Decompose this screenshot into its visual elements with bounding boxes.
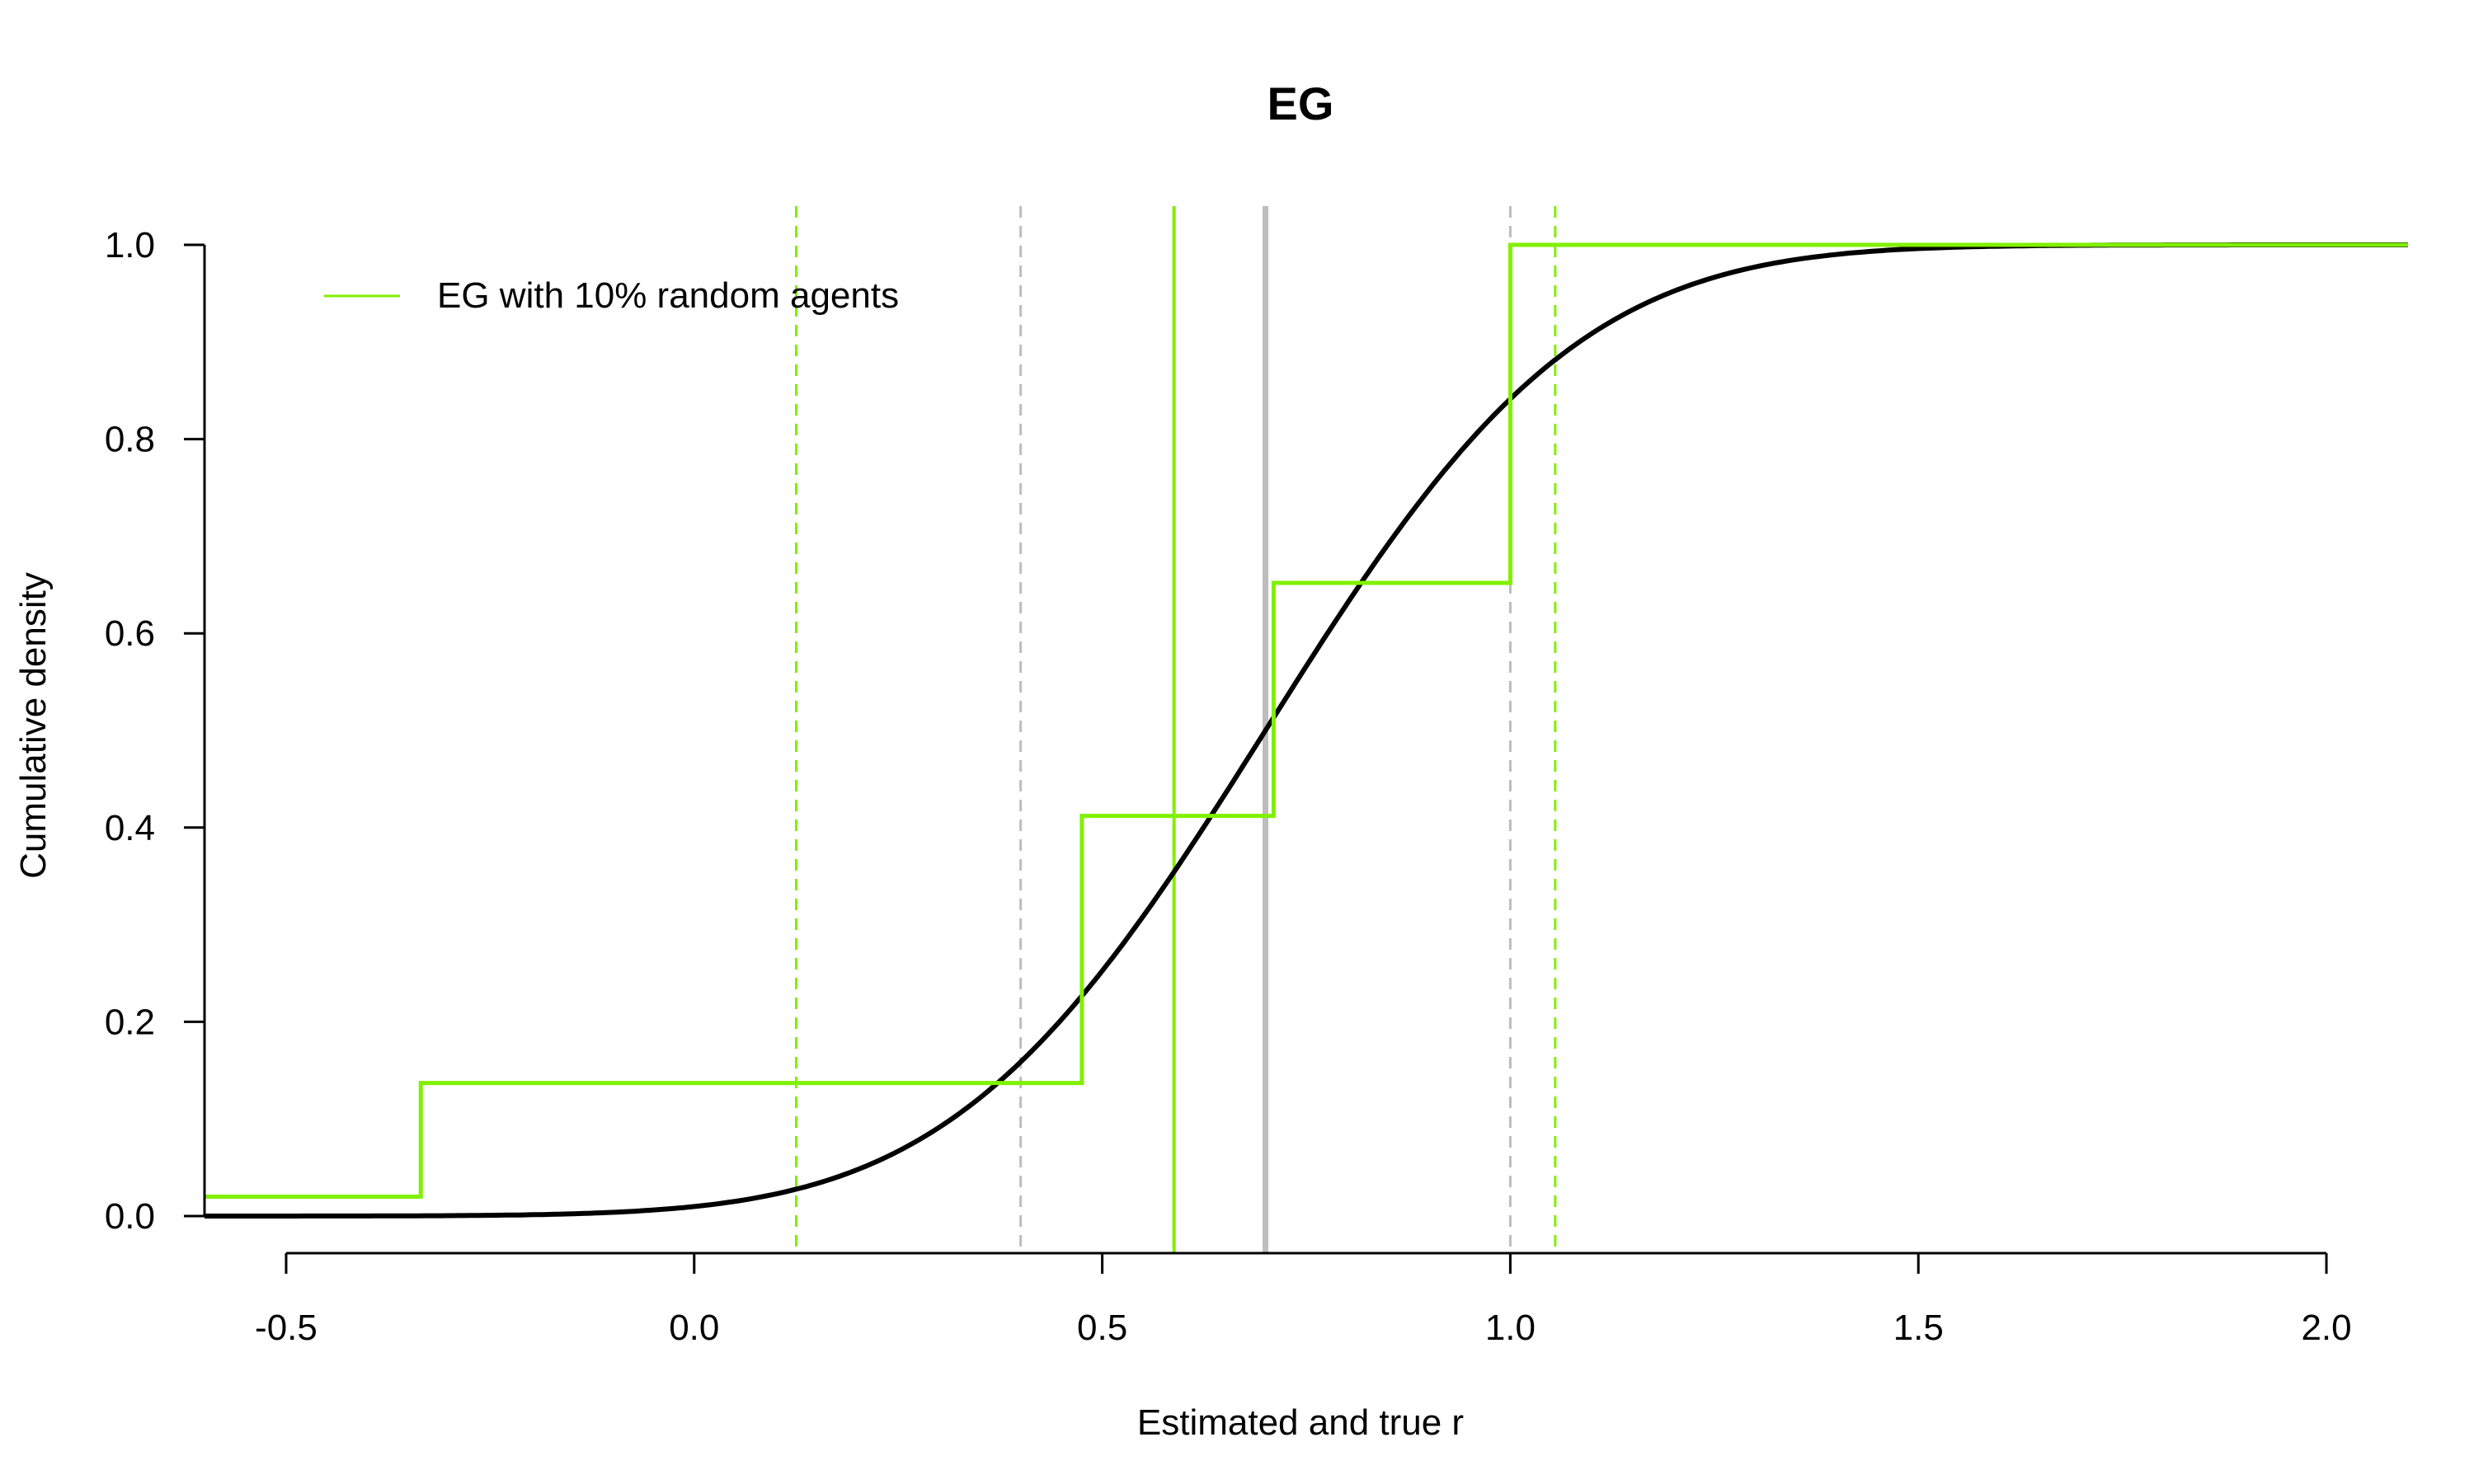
x-axis-label: Estimated and true r (1137, 1402, 1464, 1443)
legend-entry-label: EG with 10% random agents (437, 275, 899, 316)
y-tick-label: 0.0 (105, 1196, 155, 1237)
x-tick-label: 1.0 (1485, 1308, 1536, 1348)
x-tick-label: 0.0 (669, 1308, 719, 1348)
y-axis-label: Cumulative density (13, 572, 54, 879)
y-axis: 0.0 0.2 0.4 0.6 0.8 1.0 (105, 225, 206, 1237)
step-series-0 (205, 242, 2408, 1199)
x-tick-label: 1.5 (1893, 1308, 1944, 1348)
plot-area (205, 206, 2408, 1253)
normal-cdf-curve (205, 242, 2408, 1219)
y-tick-label: 1.0 (105, 225, 155, 265)
legend: EG with 10% random agents (324, 275, 899, 316)
x-tick-label: 2.0 (2301, 1308, 2351, 1348)
y-tick-label: 0.4 (105, 808, 155, 848)
y-tick-label: 0.2 (105, 1002, 155, 1042)
chart-title: EG (1268, 77, 1334, 129)
x-tick-label: -0.5 (255, 1308, 317, 1348)
y-tick-label: 0.6 (105, 613, 155, 654)
x-tick-label: 0.5 (1077, 1308, 1127, 1348)
x-axis: -0.5 0.0 0.5 1.0 1.5 2.0 (255, 1252, 2352, 1348)
y-tick-label: 0.8 (105, 420, 155, 460)
